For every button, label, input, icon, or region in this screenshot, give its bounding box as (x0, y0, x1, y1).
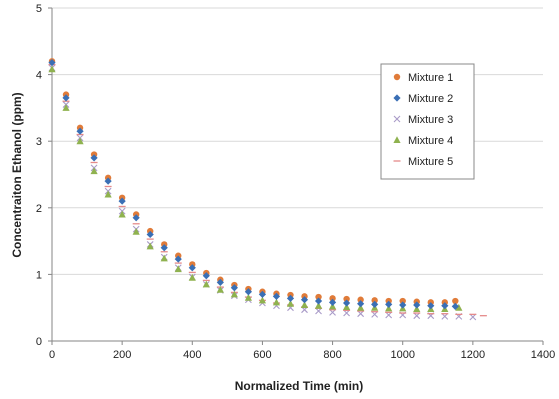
point-mixture-2 (314, 297, 323, 305)
legend-label-5: Mixture 5 (408, 156, 453, 168)
point-mixture-2 (48, 59, 56, 67)
point-mixture-3 (441, 312, 449, 320)
point-mixture-2 (216, 278, 224, 286)
point-mixture-4 (76, 137, 84, 145)
point-mixture-4 (188, 273, 196, 281)
point-mixture-2 (300, 296, 309, 304)
x-tick-label: 800 (323, 349, 341, 361)
x-tick-label: 1400 (531, 349, 555, 361)
point-mixture-4 (160, 254, 168, 262)
y-tick-label: 5 (36, 3, 42, 15)
point-mixture-4 (48, 65, 56, 73)
point-mixture-2 (451, 302, 459, 310)
point-mixture-3 (469, 313, 477, 321)
y-tick-label: 3 (36, 136, 42, 148)
point-mixture-1 (399, 297, 406, 305)
point-mixture-2 (441, 302, 449, 310)
point-mixture-1 (452, 297, 459, 305)
point-mixture-4 (146, 242, 154, 250)
point-mixture-4 (244, 293, 252, 301)
point-mixture-4 (174, 265, 182, 273)
point-mixture-2 (286, 294, 295, 302)
x-axis-title: Normalized Time (min) (235, 379, 363, 393)
y-axis-title: Concentraiton Ethanol (ppm) (10, 92, 24, 257)
point-mixture-4 (455, 303, 463, 311)
y-tick-labels: 0 1 2 3 4 5 (36, 3, 52, 348)
point-mixture-4 (258, 296, 267, 304)
point-mixture-2 (202, 272, 210, 280)
point-mixture-4 (300, 301, 309, 309)
point-mixture-2 (104, 177, 112, 185)
point-mixture-1 (315, 293, 322, 301)
point-mixture-4 (62, 104, 70, 111)
point-mixture-2 (188, 264, 196, 272)
point-mixture-4 (132, 227, 140, 235)
legend-marker-4 (393, 136, 401, 143)
point-mixture-2 (90, 154, 98, 162)
point-mixture-3 (413, 312, 421, 320)
legend-label-1: Mixture 1 (408, 72, 453, 84)
x-tick-labels: 0 200 400 600 800 1000 1200 1400 (49, 341, 555, 361)
point-mixture-2 (258, 290, 267, 298)
point-mixture-4 (230, 290, 238, 298)
y-tick-label: 4 (36, 70, 42, 82)
point-mixture-3 (357, 310, 365, 318)
point-mixture-2 (328, 298, 337, 306)
point-mixture-3 (315, 307, 322, 315)
point-mixture-3 (329, 308, 336, 316)
legend-marker-3 (393, 115, 401, 123)
point-mixture-2 (160, 244, 168, 252)
point-mixture-4 (90, 167, 98, 175)
point-mixture-2 (132, 214, 140, 222)
y-tick-label: 0 (36, 336, 42, 348)
legend-label-4: Mixture 4 (408, 135, 453, 147)
point-mixture-4 (314, 301, 323, 309)
point-mixture-3 (371, 310, 379, 318)
point-mixture-2 (146, 230, 154, 239)
point-mixture-1 (371, 297, 378, 304)
point-mixture-1 (343, 295, 350, 303)
point-mixture-2 (174, 255, 182, 263)
x-tick-label: 400 (183, 349, 201, 361)
point-mixture-2 (371, 300, 379, 308)
point-mixture-2 (118, 197, 126, 205)
point-mixture-4 (104, 190, 112, 198)
legend: Mixture 1 Mixture 2 Mixture 3 Mixture 4 Mixt… (380, 63, 475, 180)
point-mixture-3 (343, 309, 350, 317)
point-mixture-2 (399, 301, 407, 309)
legend-box (380, 63, 475, 180)
point-mixture-2 (272, 292, 281, 300)
data-points (48, 58, 487, 321)
point-mixture-4 (118, 210, 126, 218)
legend-label-3: Mixture 3 (408, 114, 453, 126)
legend-label-2: Mixture 2 (408, 93, 453, 105)
point-mixture-2 (343, 299, 351, 307)
point-mixture-2 (62, 94, 70, 102)
legend-marker-1 (393, 73, 401, 81)
point-mixture-2 (76, 127, 84, 135)
point-mixture-3 (385, 311, 393, 319)
point-mixture-2 (427, 302, 435, 310)
point-mixture-2 (230, 284, 238, 292)
point-mixture-4 (286, 299, 295, 307)
point-mixture-4 (202, 280, 210, 288)
point-mixture-4 (216, 285, 224, 293)
point-mixture-4 (272, 298, 281, 306)
point-mixture-2 (357, 300, 365, 308)
x-tick-label: 0 (49, 349, 55, 361)
legend-marker-2 (393, 94, 401, 102)
point-mixture-1 (357, 296, 364, 303)
x-tick-label: 1000 (390, 349, 414, 361)
point-mixture-1 (329, 295, 336, 302)
point-mixture-2 (413, 301, 421, 309)
x-tick-label: 600 (253, 349, 271, 361)
y-tick-label: 1 (36, 269, 42, 281)
point-mixture-2 (385, 300, 393, 308)
y-tick-label: 2 (36, 203, 42, 215)
point-mixture-2 (244, 288, 252, 296)
x-tick-label: 200 (113, 349, 131, 361)
x-tick-label: 1200 (461, 349, 485, 361)
